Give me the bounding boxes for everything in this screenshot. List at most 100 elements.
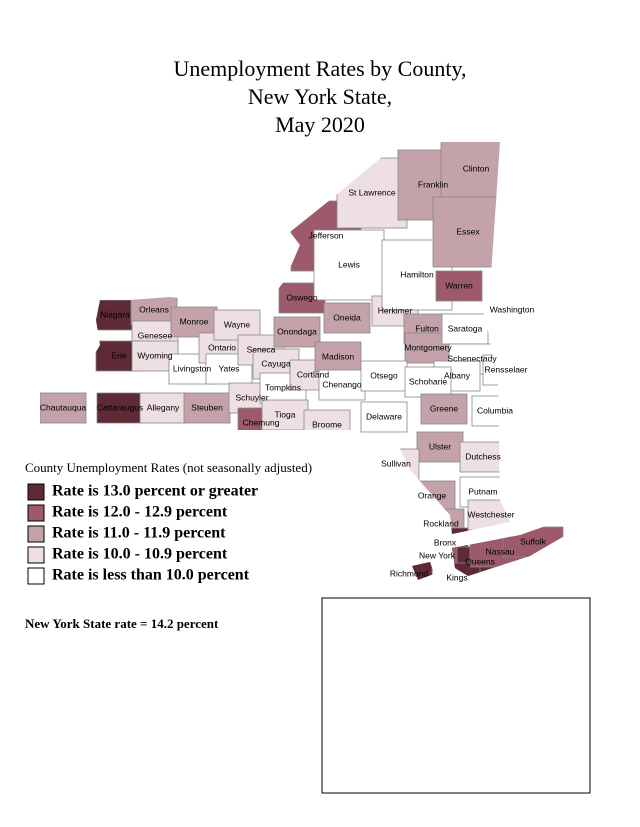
title-line: New York State, [248, 84, 392, 109]
inset-frame [321, 597, 591, 794]
county-label: Warren [445, 280, 473, 290]
legend-swatch [27, 525, 45, 543]
county-label: Cayuga [261, 358, 291, 368]
legend-title: County Unemployment Rates (not seasonall… [25, 460, 312, 475]
county [40, 392, 87, 424]
legend-swatch [27, 504, 45, 522]
county-label: Orleans [139, 304, 169, 314]
title-line: Unemployment Rates by County, [173, 56, 466, 81]
county-label: Rockland [423, 518, 459, 528]
county-label: Dutchess [465, 451, 500, 461]
county-label: Bronx [434, 537, 457, 547]
county-label: Greene [430, 403, 459, 413]
county-label: Hamilton [400, 269, 434, 279]
county-label: Wayne [224, 319, 250, 329]
county [91, 299, 139, 331]
county [404, 366, 452, 398]
county-label: Fulton [415, 323, 439, 333]
legend-swatch [27, 546, 45, 564]
legend-swatch [27, 483, 45, 501]
county-label: Erie [111, 350, 126, 360]
county-labels: Niagara Orleans Genesee Erie Wyoming Chautauq… [40, 163, 547, 582]
county-label: Westchester [467, 509, 514, 519]
county-label: Montgomery [404, 342, 452, 352]
county-label: Columbia [477, 405, 513, 415]
county-label: Richmond [390, 568, 429, 578]
county-label: Madison [322, 351, 354, 361]
county-label: Broome [312, 419, 342, 429]
county [96, 392, 144, 424]
legend-label: Rate is 13.0 percent or greater [52, 483, 258, 500]
county [435, 270, 483, 302]
county [360, 360, 408, 392]
county-label: Livingston [173, 363, 212, 373]
legend-label: Rate is less than 10.0 percent [52, 567, 250, 584]
title-line: May 2020 [275, 112, 365, 137]
county-label: Franklin [418, 179, 449, 189]
county-label: Tioga [275, 409, 296, 419]
county-label: Schoharie [409, 376, 448, 386]
county [261, 399, 309, 431]
legend-label: Rate is 12.0 - 12.9 percent [52, 504, 228, 521]
county-label: Suffolk [520, 536, 547, 546]
county-label: New York [419, 550, 456, 560]
county-label: Genesee [138, 330, 173, 340]
county-label: Rensselaer [485, 364, 528, 374]
legend: Rate is 13.0 percent or greater Rate is 1… [27, 483, 258, 585]
county-label: Albany [444, 370, 471, 380]
county-label: Ulster [429, 441, 451, 451]
county [273, 316, 321, 348]
county [323, 302, 371, 334]
legend-swatch [27, 567, 45, 585]
county-label: Ontario [208, 342, 236, 352]
county-label: Sullivan [381, 458, 411, 468]
county [432, 196, 504, 268]
county-label: Onondaga [277, 326, 317, 336]
county [360, 401, 408, 433]
county-label: Chautauqua [40, 402, 87, 412]
county-label: St Lawrence [348, 187, 396, 197]
county-label: Kings [446, 572, 467, 582]
county [313, 229, 385, 301]
county-label: Seneca [247, 344, 276, 354]
county-label: Jefferson [309, 230, 344, 240]
county [416, 431, 464, 463]
county-label: Lewis [338, 259, 360, 269]
county-label: Monroe [180, 316, 209, 326]
county-label: Chenango [322, 379, 362, 389]
county-label: Putnam [468, 486, 497, 496]
county-label: Essex [456, 226, 480, 236]
county-label: Schenectady [447, 353, 497, 363]
county-label: Allegany [147, 402, 180, 412]
county-label: Tompkins [265, 382, 301, 392]
county-label: Wyoming [137, 350, 173, 360]
county-label: Saratoga [448, 323, 483, 333]
legend-label: Rate is 11.0 - 11.9 percent [52, 525, 226, 542]
county [420, 393, 468, 425]
county-label: Yates [218, 363, 239, 373]
legend-label: Rate is 10.0 - 10.9 percent [52, 546, 228, 563]
county-label: Cortland [297, 369, 329, 379]
county-label: Cattaraugus [97, 402, 143, 412]
county-label: Chemung [243, 417, 280, 427]
county-label: Niagara [100, 309, 130, 319]
state-rate-note: New York State rate = 14.2 percent [25, 616, 219, 631]
county-label: Oneida [333, 312, 361, 322]
county-label: Herkimer [378, 305, 413, 315]
county-label: Orange [418, 490, 447, 500]
county [314, 341, 362, 373]
county-label: Oswego [286, 292, 317, 302]
county-label: Queens [465, 556, 495, 566]
county-label: Otsego [370, 370, 398, 380]
county [183, 392, 231, 424]
county [318, 369, 366, 401]
county-label: Steuben [191, 402, 223, 412]
county-label: Clinton [463, 163, 490, 173]
county-label: Nassau [486, 546, 515, 556]
county [336, 157, 408, 229]
county [459, 441, 507, 473]
county-label: Delaware [366, 411, 402, 421]
county-label: Washington [490, 304, 535, 314]
